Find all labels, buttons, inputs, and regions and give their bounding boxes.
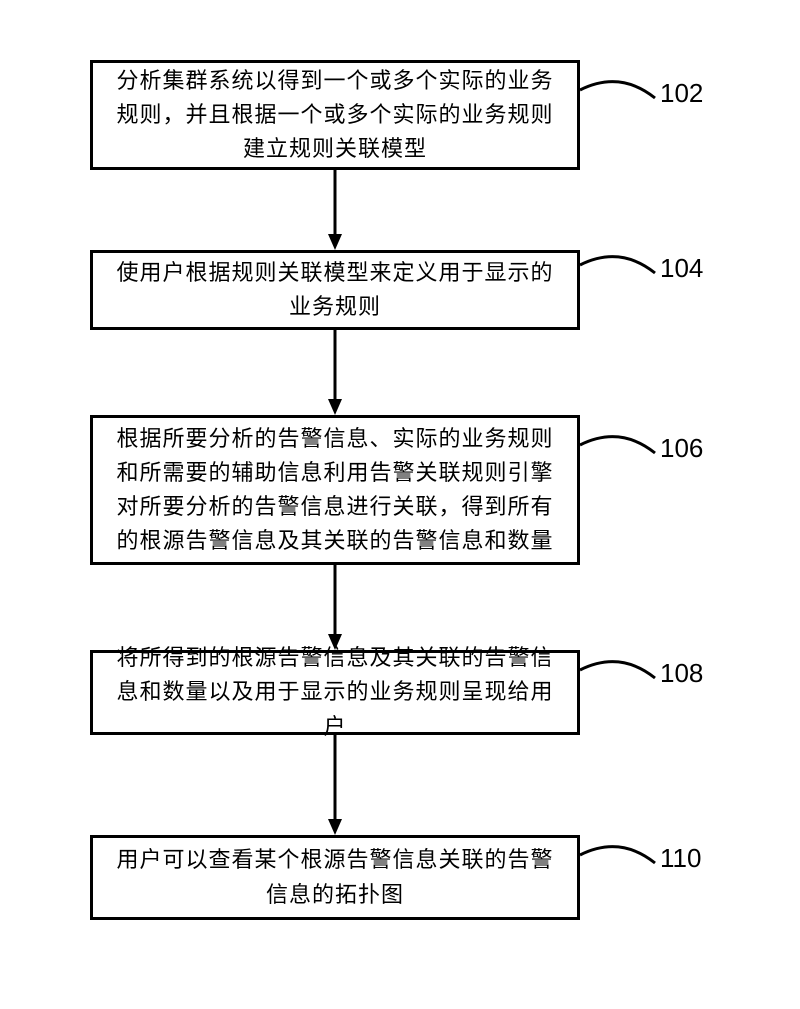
flow-label-110: 110	[660, 843, 701, 874]
flow-node-108: 将所得到的根源告警信息及其关联的告警信息和数量以及用于显示的业务规则呈现给用户	[90, 650, 580, 735]
flow-node-text: 将所得到的根源告警信息及其关联的告警信息和数量以及用于显示的业务规则呈现给用户	[109, 641, 561, 743]
flow-label-102: 102	[660, 78, 703, 109]
flow-node-106: 根据所要分析的告警信息、实际的业务规则和所需要的辅助信息利用告警关联规则引擎对所…	[90, 415, 580, 565]
flow-label-108: 108	[660, 658, 703, 689]
flow-label-104: 104	[660, 253, 703, 284]
flow-node-text: 用户可以查看某个根源告警信息关联的告警信息的拓扑图	[109, 843, 561, 911]
flow-node-text: 使用户根据规则关联模型来定义用于显示的业务规则	[109, 256, 561, 324]
flow-node-104: 使用户根据规则关联模型来定义用于显示的业务规则	[90, 250, 580, 330]
flow-node-text: 分析集群系统以得到一个或多个实际的业务规则，并且根据一个或多个实际的业务规则建立…	[109, 64, 561, 166]
flowchart-canvas: 分析集群系统以得到一个或多个实际的业务规则，并且根据一个或多个实际的业务规则建立…	[0, 0, 800, 1009]
flow-label-106: 106	[660, 433, 703, 464]
flow-node-text: 根据所要分析的告警信息、实际的业务规则和所需要的辅助信息利用告警关联规则引擎对所…	[109, 422, 561, 558]
flow-node-102: 分析集群系统以得到一个或多个实际的业务规则，并且根据一个或多个实际的业务规则建立…	[90, 60, 580, 170]
flow-node-110: 用户可以查看某个根源告警信息关联的告警信息的拓扑图	[90, 835, 580, 920]
